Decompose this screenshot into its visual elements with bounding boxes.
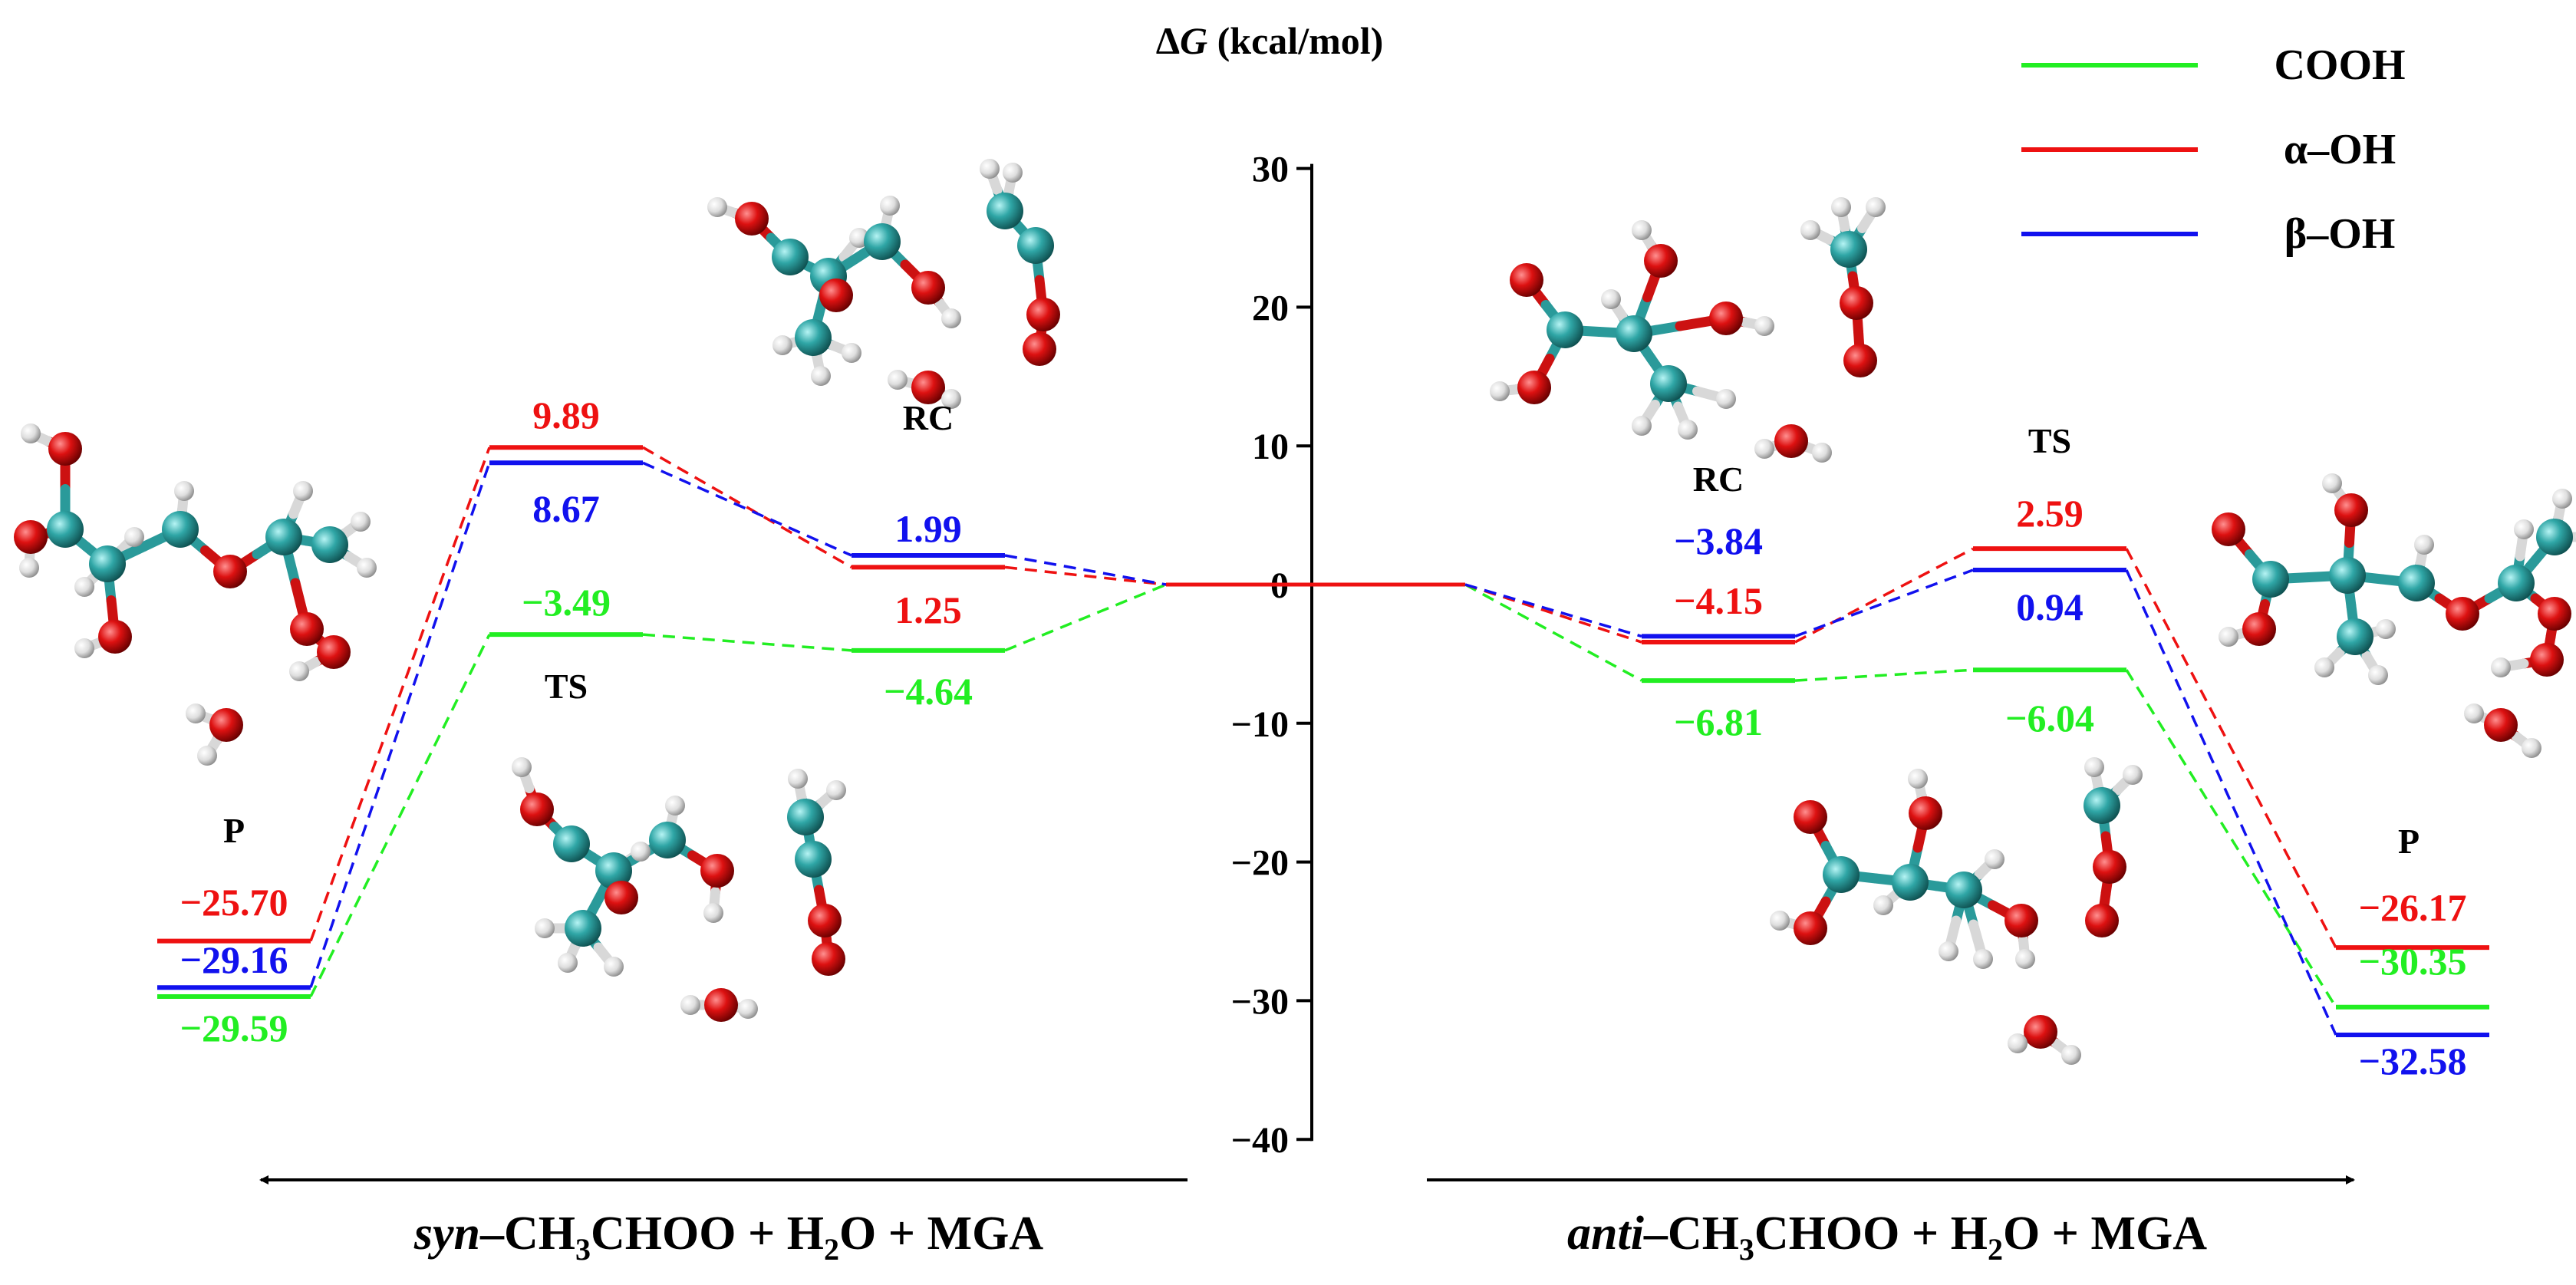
energy-value-label: 2.59 — [2016, 492, 2084, 535]
energy-value-label: 1.99 — [894, 507, 962, 550]
connector-line — [1004, 565, 1167, 586]
energy-value-label: −25.70 — [180, 881, 288, 924]
molecule-illustrations — [14, 159, 2576, 1065]
connector-line — [642, 461, 852, 557]
energy-value-label: 1.25 — [894, 588, 962, 631]
stage-label-syn-p: P — [223, 811, 245, 850]
stage-label-anti-rc: RC — [1693, 460, 1744, 499]
axis-tick-label: −20 — [1231, 843, 1289, 884]
legend-label: β–OH — [2284, 210, 2396, 258]
energy-value-label: 8.67 — [532, 487, 600, 530]
molecule-syn-ts — [512, 757, 846, 1022]
syn-reaction-label: syn–CH3CHOO + H2O + MGA — [413, 1208, 1043, 1267]
energy-value-label: −3.49 — [522, 581, 611, 624]
stage-label-syn-rc: RC — [903, 398, 954, 437]
legend: COOH α–OH β–OH — [2021, 41, 2406, 258]
energy-value-label: −6.81 — [1674, 700, 1763, 743]
connector-line — [2125, 548, 2337, 948]
connector-line — [642, 446, 852, 568]
axis-title: ΔG (kcal/mol) — [1156, 19, 1384, 62]
stage-label-syn-ts: TS — [545, 667, 588, 706]
energy-value-label: −3.84 — [1674, 519, 1763, 562]
connector-line — [1464, 583, 1642, 682]
energy-value-label: −6.04 — [2005, 697, 2094, 740]
connector-line — [1794, 668, 1974, 682]
connector-line — [309, 446, 491, 942]
molecule-anti-ts — [1770, 757, 2143, 1065]
stage-label-anti-p: P — [2398, 822, 2420, 861]
connector-line — [1794, 568, 1974, 638]
connector-line — [309, 634, 491, 997]
molecule-syn-p — [14, 423, 377, 766]
energy-value-label: −29.16 — [180, 938, 288, 981]
energy-levels — [157, 445, 2489, 1038]
molecule-syn-rc — [707, 159, 1060, 409]
connector-line — [1794, 547, 1974, 644]
legend-label: α–OH — [2284, 126, 2396, 173]
connector-line — [2125, 569, 2337, 1036]
axis-tick-label: 10 — [1252, 427, 1289, 467]
axis-tick-label: −40 — [1231, 1120, 1289, 1161]
anti-reaction-label: anti–CH3CHOO + H2O + MGA — [1567, 1208, 2207, 1267]
energy-value-label: −32.58 — [2359, 1040, 2467, 1082]
energy-value-label: −30.35 — [2359, 940, 2467, 983]
energy-value-label: −4.15 — [1674, 579, 1763, 622]
energy-value-label: −26.17 — [2359, 886, 2467, 929]
energy-value-label: 0.94 — [2016, 585, 2084, 628]
legend-label: COOH — [2274, 41, 2405, 89]
connector-line — [1004, 583, 1167, 652]
axis-tick-label: 20 — [1252, 288, 1289, 328]
connector-line — [642, 633, 852, 652]
energy-value-labels: −29.59 −3.49 −4.64 −6.81 −6.04 −30.35 −25.70 9.… — [180, 394, 2467, 1082]
molecule-anti-p — [2212, 473, 2576, 758]
axis-tick-label: 30 — [1252, 150, 1289, 190]
axis-tick-label: −10 — [1231, 704, 1289, 745]
axis-tick-label: −30 — [1231, 981, 1289, 1022]
connector-line — [2125, 669, 2337, 1008]
energy-axis: 3020100−10−20−30−40 — [1231, 150, 1313, 1161]
molecule-anti-rc — [1490, 197, 1886, 463]
energy-value-label: 9.89 — [532, 394, 600, 437]
energy-value-label: −4.64 — [884, 670, 973, 713]
connector-line — [309, 462, 491, 988]
stage-label-anti-ts: TS — [2028, 421, 2071, 460]
connector-line — [1004, 554, 1167, 586]
connector-line — [1464, 583, 1642, 638]
energy-value-label: −29.59 — [180, 1007, 288, 1049]
